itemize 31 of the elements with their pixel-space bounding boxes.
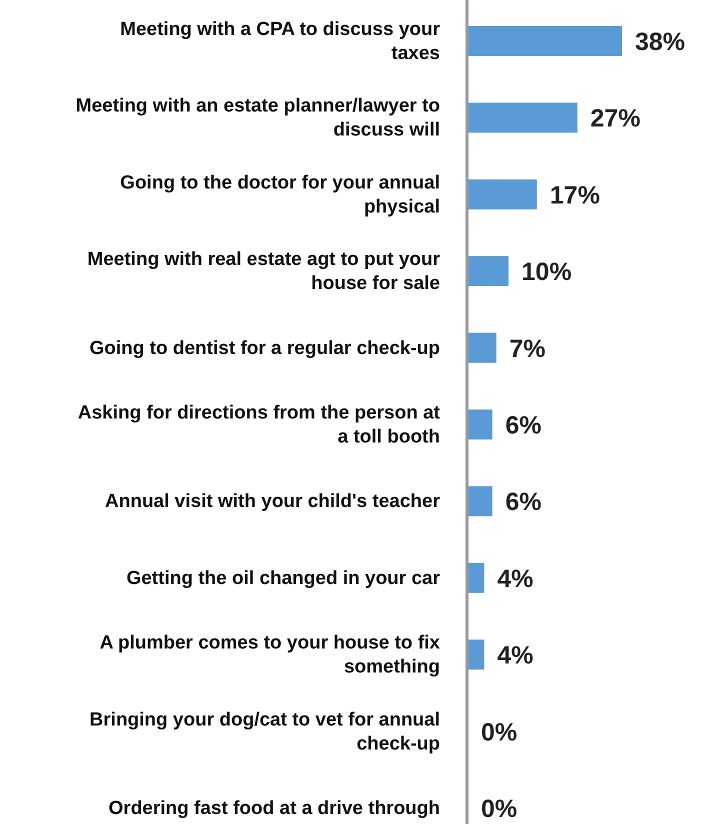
data-label: 0% xyxy=(481,795,518,823)
y-tick-label: Bringing your dog/cat to vet for annual check-up xyxy=(90,709,440,754)
bar xyxy=(468,256,509,286)
bar xyxy=(468,410,492,440)
data-label: 4% xyxy=(497,564,534,593)
data-label: 0% xyxy=(481,718,518,746)
bar xyxy=(468,102,578,133)
data-label: 10% xyxy=(522,258,572,286)
data-label: 7% xyxy=(509,334,546,363)
bar xyxy=(468,332,496,363)
bar xyxy=(468,640,484,670)
bar xyxy=(468,26,622,56)
y-tick-label: Going to the doctor for your annual physical xyxy=(120,172,440,218)
y-tick-label: Annual visit with your child's teacher xyxy=(105,491,441,512)
data-label: 17% xyxy=(550,181,600,210)
y-tick-label: Ordering fast food at a drive through xyxy=(108,798,440,819)
bar xyxy=(468,179,537,210)
data-label: 6% xyxy=(505,488,542,516)
y-tick-label: Meeting with an estate planner/lawyer to discuss will xyxy=(76,96,440,141)
y-tick-label: Meeting with a CPA to discuss your taxes xyxy=(120,19,441,64)
y-tick-label: Going to dentist for a regular check-up xyxy=(90,338,440,359)
data-label: 4% xyxy=(497,642,534,670)
bar xyxy=(468,562,484,593)
y-tick-label: Getting the oil changed in your car xyxy=(126,568,441,589)
bar xyxy=(468,486,492,516)
y-tick-label: A plumber comes to your house to fix something xyxy=(100,632,440,678)
y-tick-label: Asking for directions from the person at a toll booth xyxy=(78,402,441,448)
y-tick-label: Meeting with real estate agt to put your house for sale xyxy=(87,249,441,294)
data-label: 27% xyxy=(590,104,640,133)
data-label: 38% xyxy=(635,28,686,56)
data-label: 6% xyxy=(505,412,542,440)
